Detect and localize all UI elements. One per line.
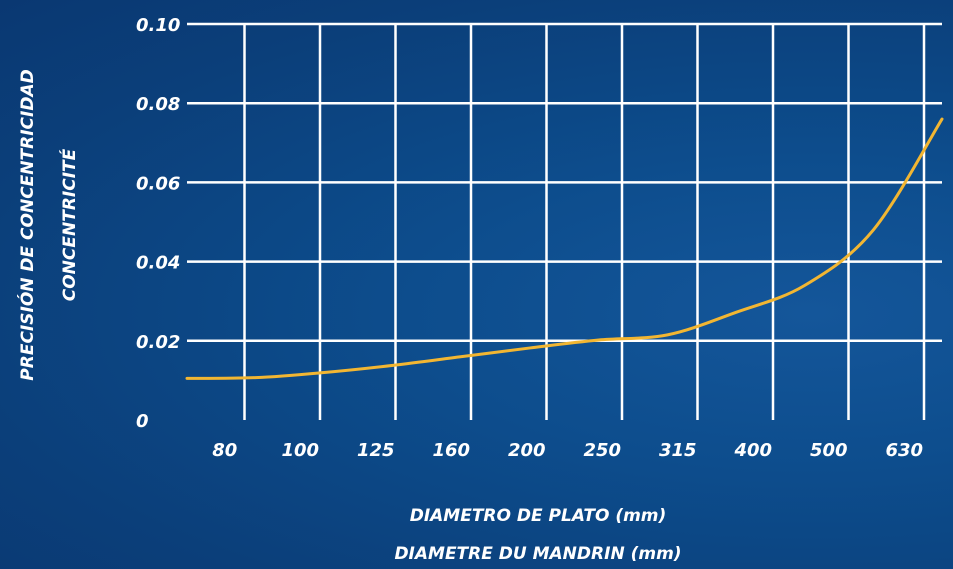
- x-tick-labels: 80 100 125 160 200 250 315 400 500 630: [212, 440, 923, 461]
- x-tick-label: 250: [583, 440, 621, 461]
- x-tick-label: 630: [885, 440, 923, 461]
- grid: [187, 22, 942, 420]
- x-tick-label: 500: [810, 440, 848, 461]
- x-tick-label: 80: [212, 440, 237, 461]
- y-tick-labels: 0 0.02 0.04 0.06 0.08 0.10: [136, 15, 180, 432]
- x-tick-label: 100: [281, 440, 319, 461]
- y-axis-label-es: PRECISIÓN DE CONCENTRICIDAD: [16, 69, 38, 380]
- x-tick-label: 200: [508, 440, 546, 461]
- series-line: [185, 117, 944, 380]
- y-axis-label-fr: CONCENTRICITÉ: [58, 148, 80, 301]
- y-tick-label: 0.08: [136, 94, 180, 115]
- x-axis-title: DIAMETRO DE PLATO (mm) DIAMETRE DU MANDR…: [394, 506, 681, 564]
- y-tick-label: 0.04: [136, 253, 180, 274]
- x-tick-label: 125: [357, 440, 395, 461]
- x-tick-label: 160: [432, 440, 470, 461]
- y-tick-label: 0.02: [136, 332, 180, 353]
- y-tick-label: 0: [136, 411, 149, 432]
- x-tick-label: 400: [733, 440, 772, 461]
- y-tick-label: 0.06: [136, 173, 180, 194]
- y-axis-title: PRECISIÓN DE CONCENTRICIDAD CONCENTRICIT…: [16, 69, 80, 380]
- series-layer: [185, 117, 944, 380]
- y-tick-label: 0.10: [136, 15, 180, 36]
- x-tick-label: 315: [659, 440, 697, 461]
- x-axis-label-fr: DIAMETRE DU MANDRIN (mm): [394, 544, 681, 564]
- x-axis-label-es: DIAMETRO DE PLATO (mm): [410, 506, 667, 526]
